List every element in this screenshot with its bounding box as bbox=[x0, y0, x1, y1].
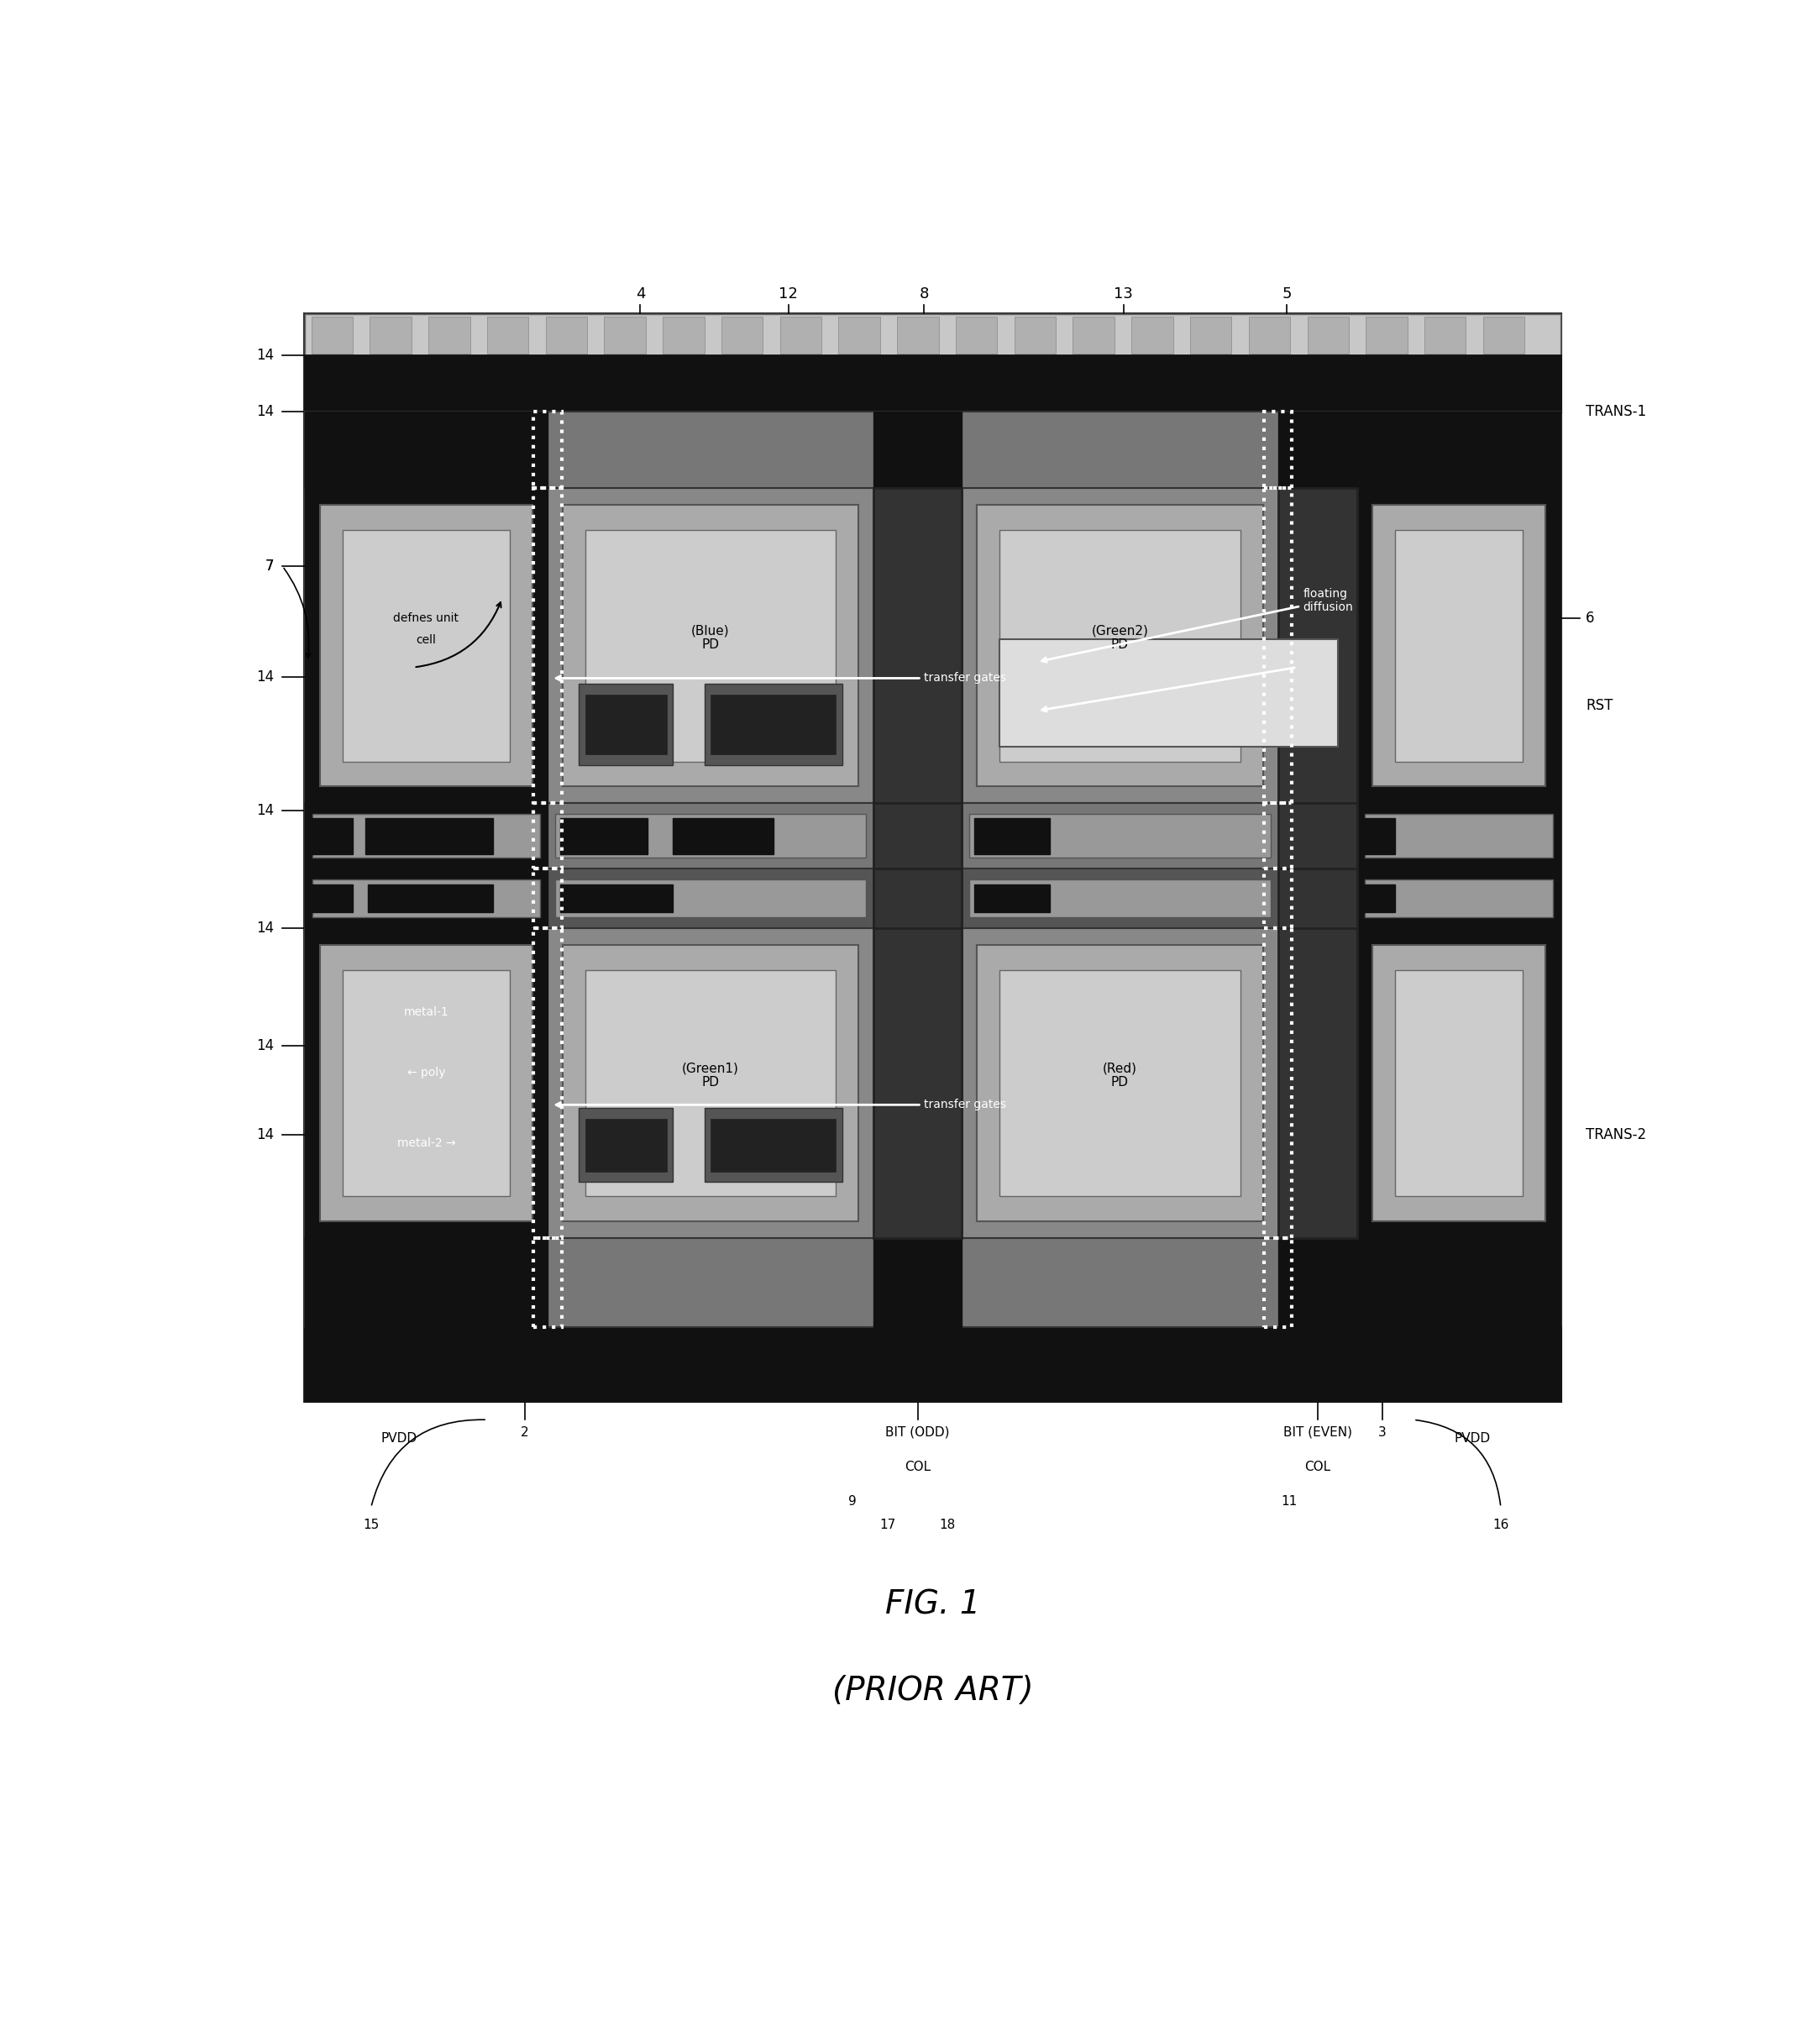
Text: 14: 14 bbox=[257, 920, 275, 936]
Bar bbox=[1278, 802, 1358, 869]
Bar bbox=[579, 682, 673, 766]
Bar bbox=[710, 695, 835, 754]
Bar bbox=[584, 530, 835, 762]
Text: BIT (EVEN): BIT (EVEN) bbox=[1283, 1426, 1352, 1438]
Bar bbox=[897, 317, 939, 353]
Bar bbox=[1278, 802, 1358, 869]
Text: (Blue)
PD: (Blue) PD bbox=[692, 624, 730, 652]
Bar bbox=[561, 818, 648, 855]
Bar bbox=[306, 869, 1560, 928]
Text: 12: 12 bbox=[779, 286, 797, 301]
Bar bbox=[1401, 802, 1560, 869]
Text: metal-2 →: metal-2 → bbox=[397, 1137, 455, 1150]
Bar bbox=[306, 802, 501, 869]
Bar bbox=[1263, 412, 1292, 487]
Bar bbox=[306, 928, 501, 1239]
Bar bbox=[1394, 971, 1523, 1196]
Text: defnes unit: defnes unit bbox=[393, 613, 459, 624]
Text: 14: 14 bbox=[257, 802, 275, 818]
Bar bbox=[874, 928, 961, 1239]
Bar bbox=[306, 412, 1560, 487]
Bar bbox=[874, 928, 961, 1239]
Bar bbox=[584, 1119, 666, 1172]
Text: 18: 18 bbox=[939, 1519, 955, 1531]
Bar bbox=[1425, 317, 1465, 353]
Bar bbox=[533, 487, 561, 802]
Bar bbox=[306, 487, 1560, 802]
Text: TRANS-1: TRANS-1 bbox=[1585, 404, 1647, 420]
Bar bbox=[1278, 487, 1358, 802]
Bar bbox=[1365, 879, 1552, 918]
Bar bbox=[1263, 928, 1292, 1239]
Text: cell: cell bbox=[417, 634, 437, 646]
Bar bbox=[704, 1107, 843, 1182]
Bar bbox=[977, 944, 1263, 1221]
Bar bbox=[1278, 928, 1358, 1239]
Bar bbox=[874, 412, 961, 487]
Text: 16: 16 bbox=[1492, 1519, 1509, 1531]
Bar bbox=[555, 814, 866, 857]
Bar bbox=[501, 487, 548, 802]
Bar bbox=[533, 412, 561, 487]
Text: 5: 5 bbox=[1281, 286, 1292, 301]
Bar bbox=[562, 504, 859, 786]
Text: 14: 14 bbox=[257, 1038, 275, 1054]
Bar bbox=[1132, 317, 1172, 353]
Bar bbox=[533, 802, 561, 869]
Bar bbox=[320, 944, 531, 1221]
Bar bbox=[839, 317, 881, 353]
Text: 11: 11 bbox=[1281, 1495, 1298, 1507]
Text: metal-1: metal-1 bbox=[404, 1007, 450, 1018]
Text: 3: 3 bbox=[1378, 1426, 1387, 1438]
Text: 8: 8 bbox=[919, 286, 928, 301]
Bar bbox=[313, 879, 541, 918]
Bar bbox=[874, 869, 961, 928]
Text: COL: COL bbox=[905, 1460, 930, 1472]
Bar bbox=[1401, 869, 1560, 928]
Bar bbox=[311, 818, 353, 855]
Bar bbox=[533, 1239, 561, 1326]
Bar bbox=[501, 928, 548, 1239]
Bar bbox=[1363, 818, 1394, 855]
Bar bbox=[874, 869, 961, 928]
Bar bbox=[1263, 487, 1292, 802]
Bar bbox=[546, 317, 588, 353]
Text: (PRIOR ART): (PRIOR ART) bbox=[832, 1676, 1034, 1706]
Bar bbox=[999, 971, 1239, 1196]
Bar bbox=[313, 814, 541, 857]
Bar bbox=[555, 879, 866, 918]
Text: 6: 6 bbox=[1585, 611, 1594, 626]
Bar bbox=[781, 317, 821, 353]
Bar bbox=[342, 530, 510, 762]
Bar bbox=[1401, 1239, 1560, 1326]
Bar bbox=[1074, 317, 1114, 353]
Text: 9: 9 bbox=[848, 1495, 857, 1507]
Bar bbox=[977, 504, 1263, 786]
Bar bbox=[662, 317, 704, 353]
Bar bbox=[306, 1239, 1560, 1326]
Bar bbox=[579, 1107, 673, 1182]
Text: RST: RST bbox=[1585, 699, 1613, 713]
Bar bbox=[999, 640, 1338, 747]
Bar bbox=[874, 802, 961, 869]
Bar bbox=[1394, 530, 1523, 762]
Text: (Green1)
PD: (Green1) PD bbox=[682, 1062, 739, 1089]
Bar bbox=[874, 487, 961, 802]
Bar bbox=[974, 818, 1050, 855]
Bar bbox=[369, 317, 411, 353]
Bar bbox=[874, 487, 961, 802]
Text: PVDD: PVDD bbox=[380, 1432, 417, 1444]
Bar bbox=[428, 317, 470, 353]
Bar bbox=[721, 317, 763, 353]
Bar bbox=[562, 944, 859, 1221]
Bar bbox=[1278, 1239, 1358, 1326]
Bar bbox=[306, 487, 501, 802]
Bar bbox=[1483, 317, 1525, 353]
Bar bbox=[1278, 412, 1358, 487]
Bar bbox=[306, 1326, 1560, 1401]
Bar bbox=[1307, 317, 1349, 353]
Bar bbox=[1278, 869, 1358, 928]
Bar bbox=[1358, 869, 1401, 928]
Bar bbox=[999, 530, 1239, 762]
Bar bbox=[1401, 928, 1560, 1239]
